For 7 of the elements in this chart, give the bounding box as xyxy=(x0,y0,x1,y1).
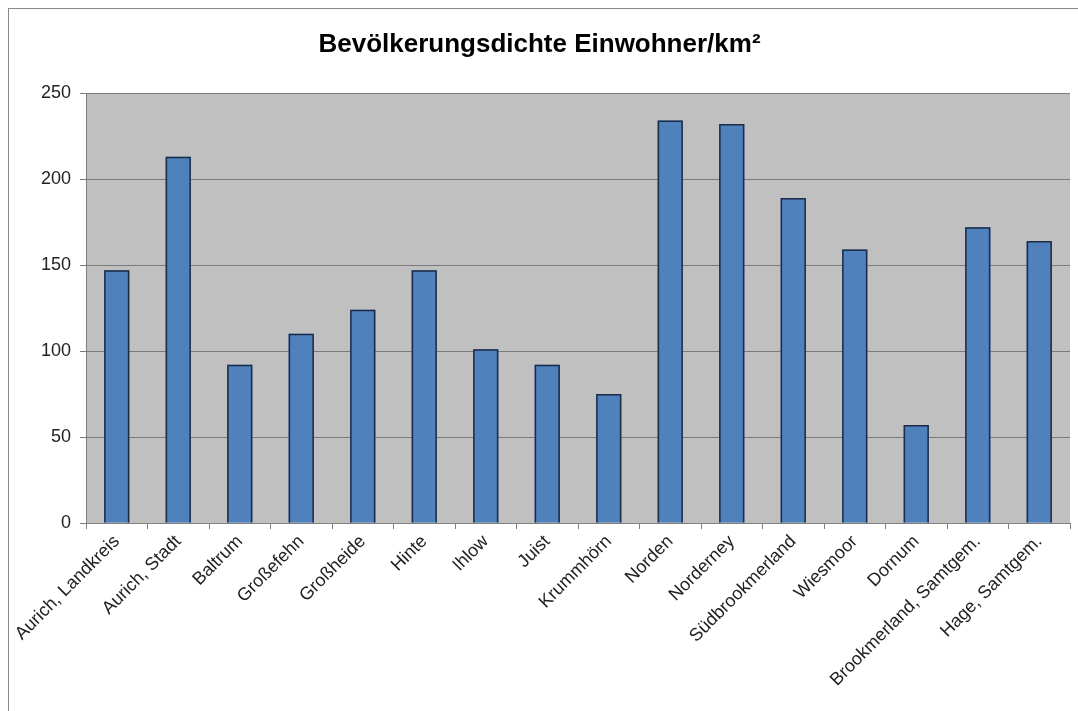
y-tick-label: 200 xyxy=(40,167,71,188)
y-tick-label: 150 xyxy=(40,253,71,274)
y-tick-label: 250 xyxy=(40,81,71,102)
chart-title: Bevölkerungsdichte Einwohner/km² xyxy=(318,27,761,58)
y-tick-label: 0 xyxy=(60,511,71,532)
y-tick-label: 50 xyxy=(50,425,71,446)
y-tick-label: 100 xyxy=(40,339,71,360)
